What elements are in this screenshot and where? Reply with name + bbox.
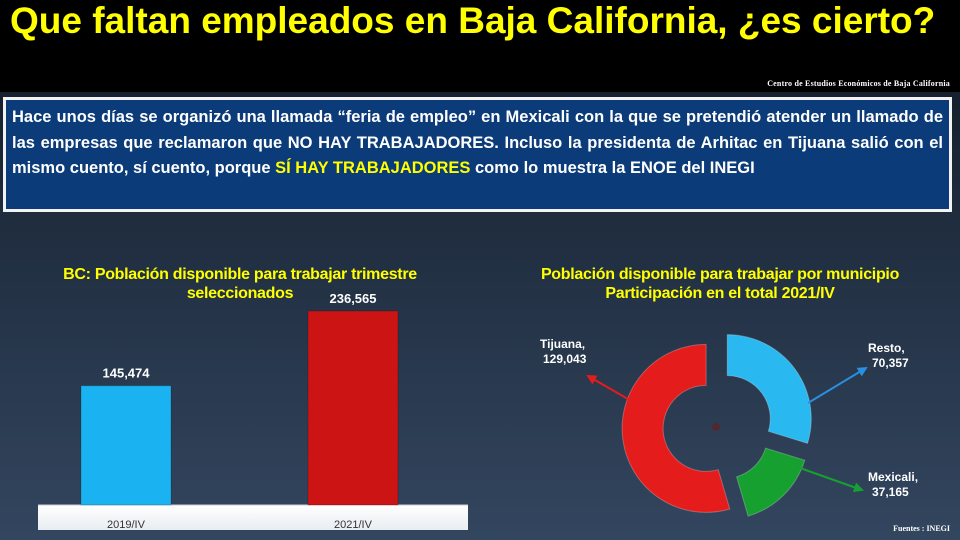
doughnut-chart-title: Población disponible para trabajar por m…: [540, 266, 900, 302]
bar-data-label: 145,474: [103, 366, 151, 381]
slice-value-label: 70,357: [872, 356, 909, 370]
intro-text-box: Hace unos días se organizó una llamada “…: [3, 97, 952, 212]
doughnut-slice-mexicali: [735, 447, 806, 517]
slice-value-label: 129,043: [543, 352, 587, 366]
callout-arrow: [807, 366, 868, 404]
intro-paragraph: Hace unos días se organizó una llamada “…: [12, 105, 943, 182]
intro-text-part1: Hace unos días se organizó una llamada “…: [12, 108, 943, 177]
slide-title: Que faltan empleados en Baja California,…: [10, 0, 936, 41]
source-top-label: Centro de Estudios Económicos de Baja Ca…: [767, 79, 950, 88]
bar-chart: 145,474 2019/IV 236,565 2021/IV: [38, 291, 468, 531]
intro-text-part2: como lo muestra la ENOE del INEGI: [470, 159, 755, 177]
slice-value-label: 37,165: [872, 485, 909, 499]
callout-arrow: [586, 375, 641, 407]
bar-category-label: 2019/IV: [107, 519, 146, 531]
bar-chart-floor: [38, 505, 468, 530]
bar-outline: [307, 310, 399, 506]
bar-chart-title: BC: Población disponible para trabajar t…: [63, 266, 417, 302]
bar-data-label: 236,565: [330, 291, 377, 306]
doughnut-slice-tijuana: [621, 343, 731, 513]
bar-category-label: 2021/IV: [334, 519, 373, 531]
header-bar: Que faltan empleados en Baja California,…: [0, 0, 960, 92]
bar-outline: [80, 385, 172, 506]
intro-highlight: SÍ HAY TRABAJADORES: [275, 159, 471, 177]
slice-name-label: Resto,: [868, 341, 905, 355]
callout-arrow: [799, 467, 864, 493]
bar-2021-IV: [308, 311, 398, 505]
doughnut-slice-resto: [726, 334, 812, 444]
sources-note: Fuentes : INEGI: [893, 524, 950, 533]
bar-2019-IV: [81, 385, 171, 505]
doughnut-center-dot: [712, 423, 720, 431]
slice-name-label: Tijuana,: [540, 337, 585, 351]
doughnut-chart: Tijuana,129,043 Resto,70,357 Mexicali,37,1…: [540, 334, 918, 517]
slice-name-label: Mexicali,: [868, 470, 918, 484]
